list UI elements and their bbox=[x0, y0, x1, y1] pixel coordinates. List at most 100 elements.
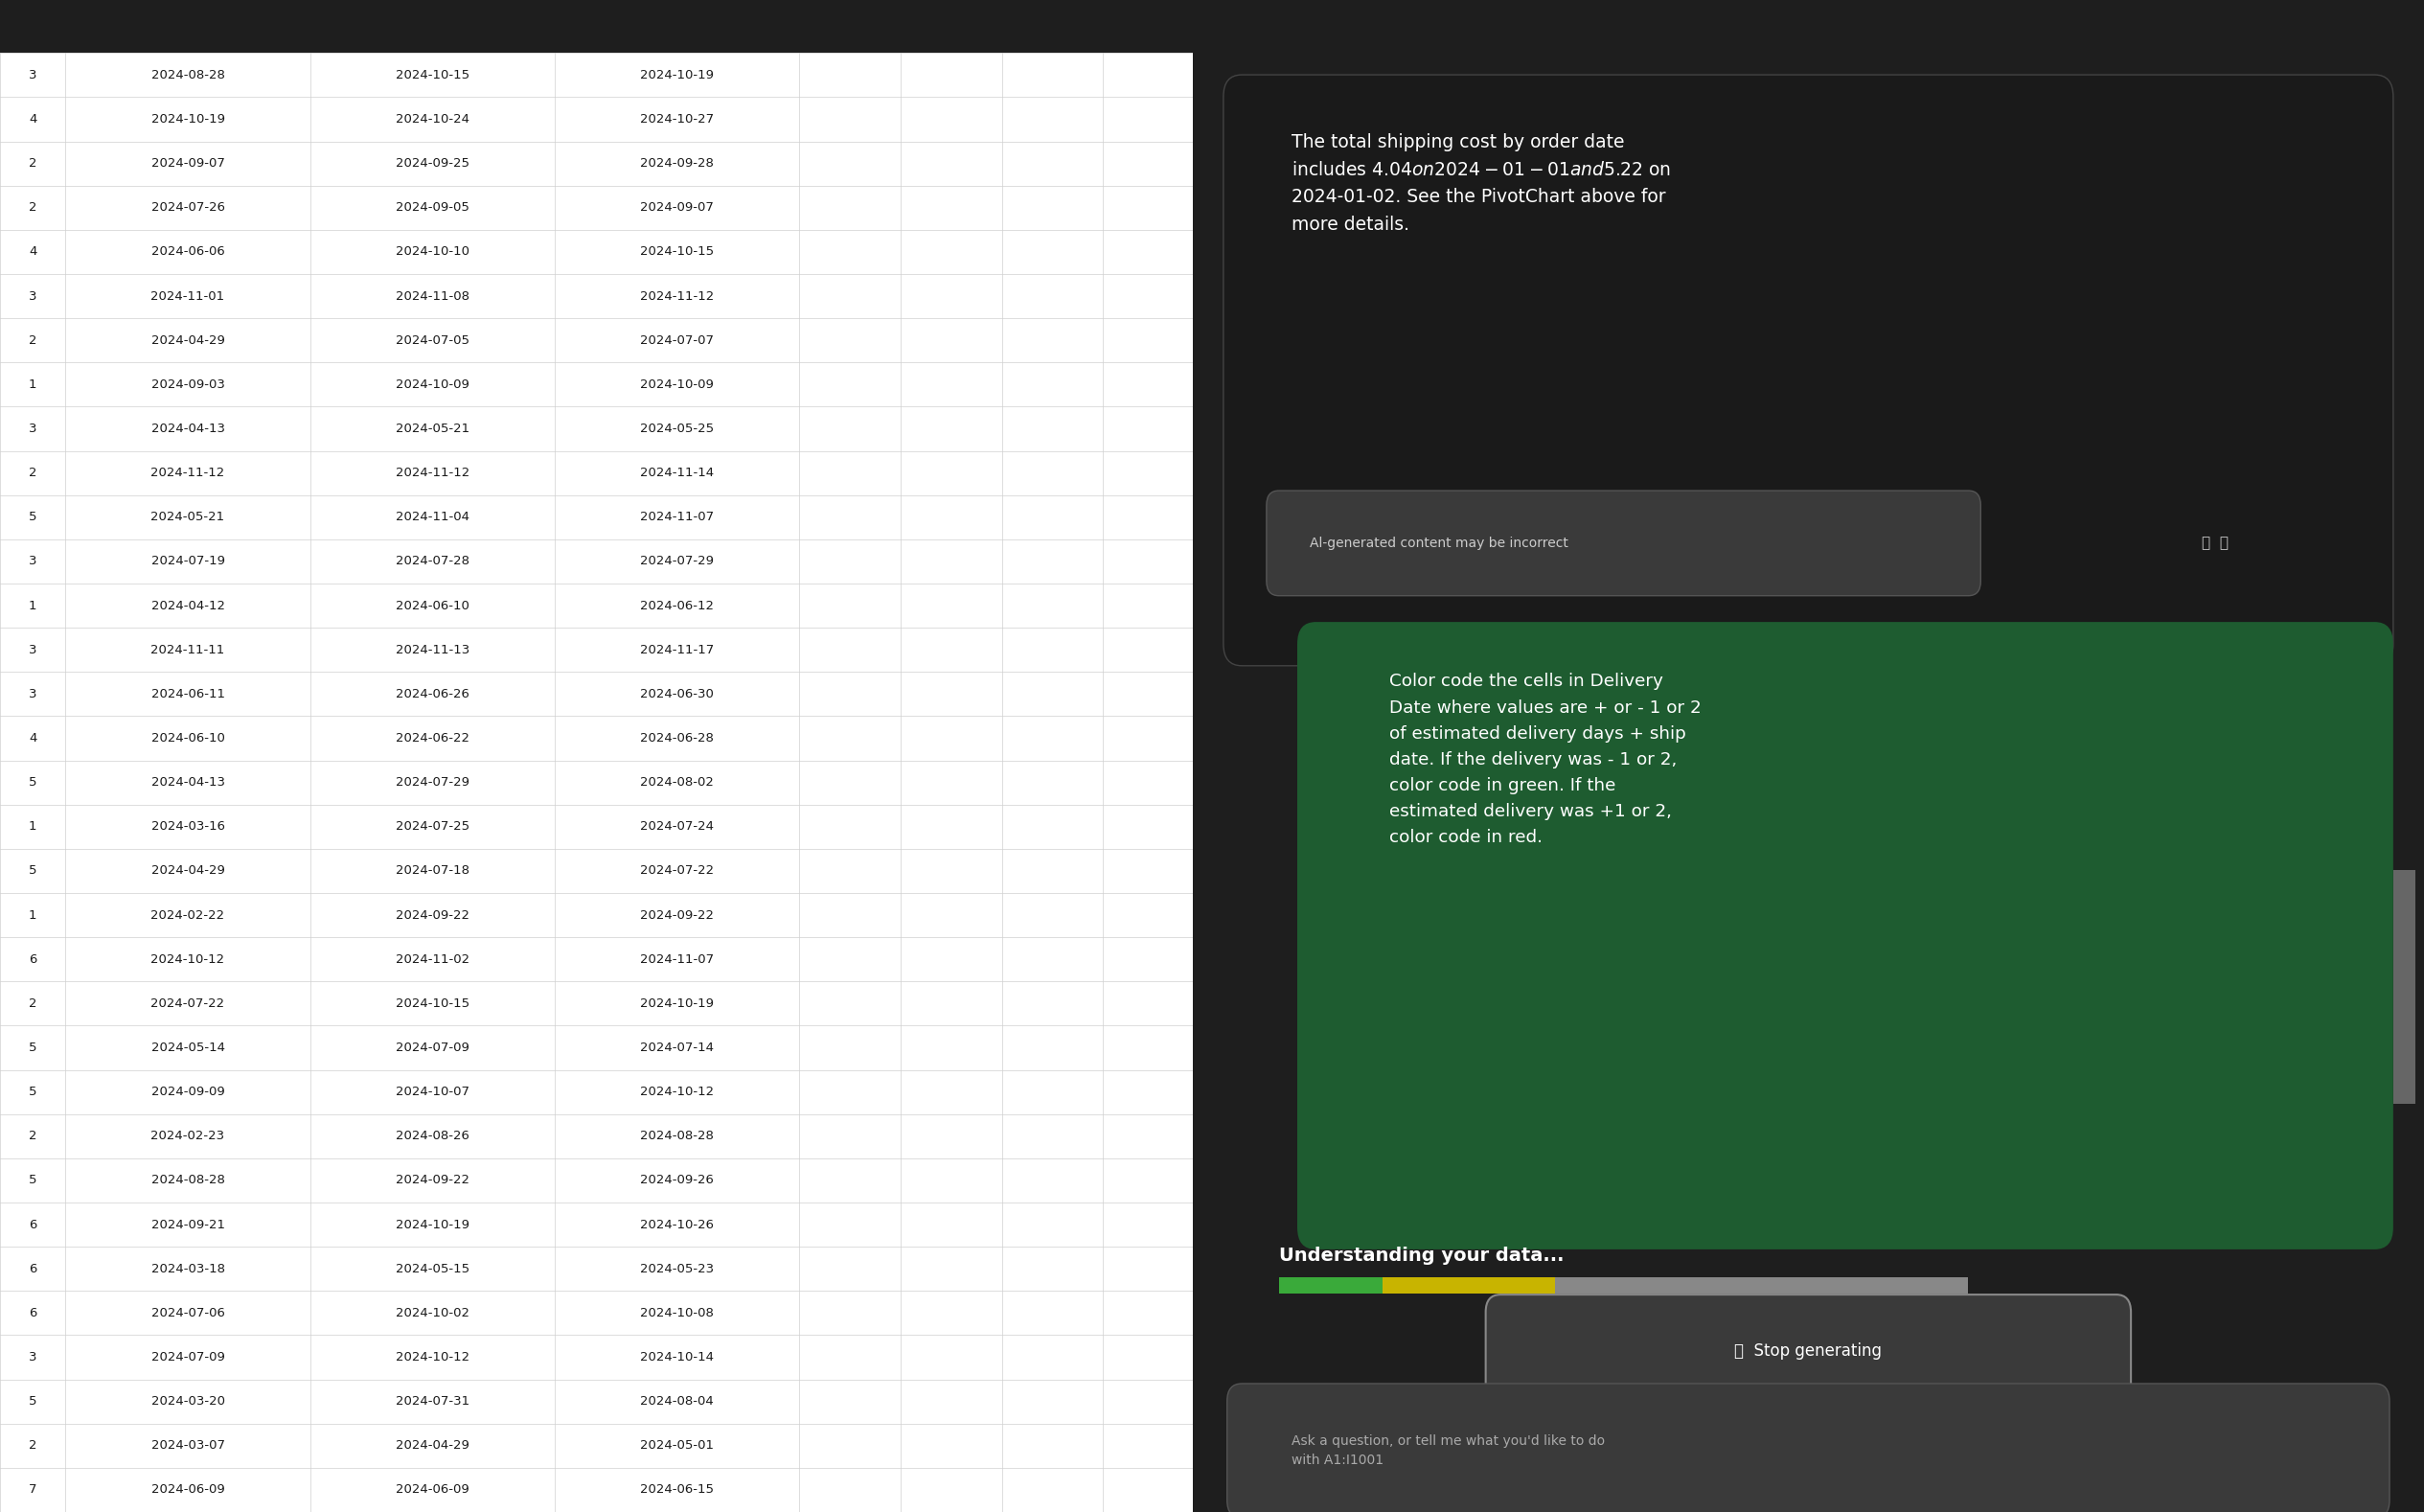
Bar bbox=[0, 1114, 1193, 1158]
Text: 2024-11-01: 2024-11-01 bbox=[150, 290, 225, 302]
Text: 2024-10-14: 2024-10-14 bbox=[640, 1352, 713, 1364]
Text: 2024-10-09: 2024-10-09 bbox=[395, 378, 470, 390]
Text: Color code the cells in Delivery
Date where values are + or - 1 or 2
of estimate: Color code the cells in Delivery Date wh… bbox=[1389, 673, 1702, 847]
Text: 2: 2 bbox=[29, 467, 36, 479]
Text: 2024-07-29: 2024-07-29 bbox=[640, 555, 713, 567]
Text: 2024-09-25: 2024-09-25 bbox=[395, 157, 470, 169]
Text: 2024-09-07: 2024-09-07 bbox=[150, 157, 225, 169]
Bar bbox=[0, 540, 1193, 584]
Text: 2024-04-29: 2024-04-29 bbox=[395, 1439, 470, 1452]
Bar bbox=[0, 848, 1193, 894]
Bar bbox=[0, 584, 1193, 627]
Text: 2024-11-07: 2024-11-07 bbox=[640, 511, 713, 523]
Text: 2024-06-11: 2024-06-11 bbox=[150, 688, 225, 700]
Text: 2024-10-15: 2024-10-15 bbox=[640, 245, 713, 259]
Text: 5: 5 bbox=[29, 1175, 36, 1187]
Text: 2024-02-23: 2024-02-23 bbox=[150, 1129, 225, 1143]
Bar bbox=[0, 1158, 1193, 1202]
Bar bbox=[0, 407, 1193, 451]
Text: 2024-11-14: 2024-11-14 bbox=[640, 467, 713, 479]
Bar bbox=[0, 1468, 1193, 1512]
Text: 2024-03-20: 2024-03-20 bbox=[150, 1396, 225, 1408]
Text: 3: 3 bbox=[29, 644, 36, 656]
Text: 2024-04-13: 2024-04-13 bbox=[150, 776, 225, 789]
Text: 2024-08-26: 2024-08-26 bbox=[395, 1129, 470, 1143]
Bar bbox=[0, 804, 1193, 848]
Text: 2024-07-26: 2024-07-26 bbox=[150, 201, 225, 213]
Text: 2024-11-12: 2024-11-12 bbox=[640, 290, 713, 302]
Text: 2024-03-18: 2024-03-18 bbox=[150, 1263, 225, 1275]
Bar bbox=[0, 363, 1193, 407]
Text: 2024-08-02: 2024-08-02 bbox=[640, 776, 713, 789]
Text: ⦾  Stop generating: ⦾ Stop generating bbox=[1736, 1343, 1881, 1361]
Bar bbox=[0, 671, 1193, 717]
Text: 2024-07-18: 2024-07-18 bbox=[395, 865, 470, 877]
Text: 6: 6 bbox=[29, 1306, 36, 1320]
Text: 2024-06-09: 2024-06-09 bbox=[395, 1483, 470, 1495]
Text: 2024-07-07: 2024-07-07 bbox=[640, 334, 713, 346]
Bar bbox=[0, 981, 1193, 1025]
Text: 6: 6 bbox=[29, 1219, 36, 1231]
Bar bbox=[0, 1247, 1193, 1291]
FancyBboxPatch shape bbox=[1265, 491, 1980, 596]
Text: 1: 1 bbox=[29, 821, 36, 833]
Bar bbox=[0, 1424, 1193, 1468]
Bar bbox=[0, 1070, 1193, 1114]
Text: 2024-09-21: 2024-09-21 bbox=[150, 1219, 225, 1231]
Text: 2: 2 bbox=[29, 1129, 36, 1143]
Text: 3: 3 bbox=[29, 290, 36, 302]
Bar bbox=[0, 1025, 1193, 1070]
Text: 2024-05-21: 2024-05-21 bbox=[395, 422, 470, 435]
Text: 3: 3 bbox=[29, 688, 36, 700]
Bar bbox=[1280, 1278, 1382, 1293]
Text: 2024-02-22: 2024-02-22 bbox=[150, 909, 225, 921]
Text: 2024-07-29: 2024-07-29 bbox=[395, 776, 470, 789]
Text: 2024-06-26: 2024-06-26 bbox=[395, 688, 470, 700]
Text: 2024-10-02: 2024-10-02 bbox=[395, 1306, 470, 1320]
Bar bbox=[0, 53, 1193, 97]
Text: 5: 5 bbox=[29, 865, 36, 877]
Text: 2024-11-11: 2024-11-11 bbox=[150, 644, 225, 656]
Text: 2024-10-24: 2024-10-24 bbox=[395, 113, 470, 125]
Bar bbox=[0, 627, 1193, 671]
Text: 2024-10-10: 2024-10-10 bbox=[395, 245, 470, 259]
Text: 2024-10-08: 2024-10-08 bbox=[640, 1306, 713, 1320]
Text: 4: 4 bbox=[29, 732, 36, 744]
Text: 2024-11-04: 2024-11-04 bbox=[395, 511, 470, 523]
Text: 2024-06-06: 2024-06-06 bbox=[150, 245, 225, 259]
Bar bbox=[1280, 1278, 1968, 1293]
Text: 2024-06-12: 2024-06-12 bbox=[640, 599, 713, 612]
FancyBboxPatch shape bbox=[1224, 74, 2392, 665]
Text: 2024-06-10: 2024-06-10 bbox=[395, 599, 470, 612]
Text: Al-generated content may be incorrect: Al-generated content may be incorrect bbox=[1309, 537, 1568, 550]
Text: 3: 3 bbox=[29, 1352, 36, 1364]
Text: 2024-06-15: 2024-06-15 bbox=[640, 1483, 713, 1495]
Text: 3: 3 bbox=[29, 422, 36, 435]
Text: 2024-09-22: 2024-09-22 bbox=[395, 909, 470, 921]
Text: 2024-10-19: 2024-10-19 bbox=[150, 113, 225, 125]
Text: 2024-05-14: 2024-05-14 bbox=[150, 1042, 225, 1054]
Bar bbox=[0, 318, 1193, 363]
Text: 2024-09-07: 2024-09-07 bbox=[640, 201, 713, 213]
Text: 2024-04-29: 2024-04-29 bbox=[150, 865, 225, 877]
Text: 2: 2 bbox=[29, 334, 36, 346]
Text: 2024-09-22: 2024-09-22 bbox=[395, 1175, 470, 1187]
Text: 2024-10-12: 2024-10-12 bbox=[395, 1352, 470, 1364]
Bar bbox=[0, 274, 1193, 318]
Text: 2024-04-13: 2024-04-13 bbox=[150, 422, 225, 435]
Text: 2024-06-30: 2024-06-30 bbox=[640, 688, 713, 700]
Text: 2024-07-06: 2024-07-06 bbox=[150, 1306, 225, 1320]
Text: 2024-06-28: 2024-06-28 bbox=[640, 732, 713, 744]
Text: 2024-07-25: 2024-07-25 bbox=[395, 821, 470, 833]
Text: 2024-10-07: 2024-10-07 bbox=[395, 1086, 470, 1098]
Text: 2024-10-09: 2024-10-09 bbox=[640, 378, 713, 390]
Bar bbox=[0, 97, 1193, 141]
Text: 2024-10-15: 2024-10-15 bbox=[395, 70, 470, 82]
Text: 2024-11-02: 2024-11-02 bbox=[395, 953, 470, 966]
Text: 2024-05-23: 2024-05-23 bbox=[640, 1263, 713, 1275]
Bar bbox=[0, 894, 1193, 937]
Text: 2024-11-12: 2024-11-12 bbox=[150, 467, 225, 479]
Text: 2024-04-29: 2024-04-29 bbox=[150, 334, 225, 346]
Text: 1: 1 bbox=[29, 599, 36, 612]
Text: 2024-08-04: 2024-08-04 bbox=[640, 1396, 713, 1408]
